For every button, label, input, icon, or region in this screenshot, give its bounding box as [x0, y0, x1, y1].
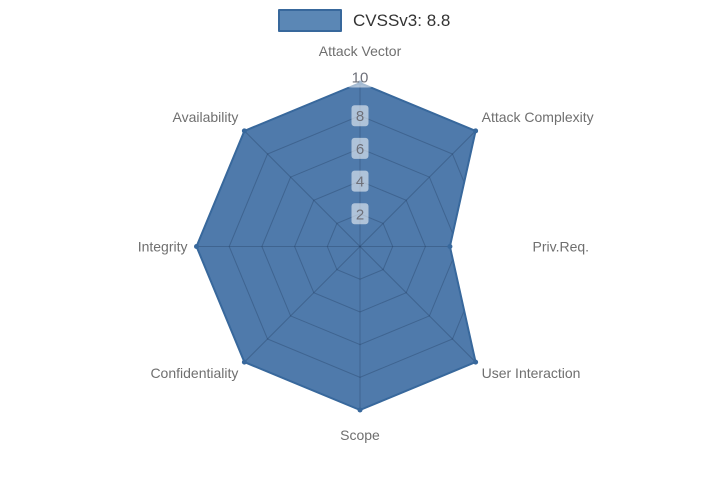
grid-spoke — [359, 130, 476, 247]
radial-tick-bg — [351, 105, 369, 127]
axis-label-priv-req: Priv.Req. — [533, 239, 590, 255]
series-point-scope — [357, 407, 363, 413]
radial-tick-label: 10 — [352, 70, 369, 87]
legend-item-cvssv3[interactable]: CVSSv3: 8.8 — [278, 9, 450, 32]
radial-tick-2: 2 — [351, 203, 369, 225]
radial-tick-4: 4 — [351, 170, 369, 192]
series-point-availability — [241, 128, 247, 134]
series-point-attack-complexity — [473, 128, 479, 134]
radial-tick-bg — [347, 66, 373, 88]
radial-tick-label: 6 — [356, 141, 364, 158]
legend-swatch — [278, 9, 342, 32]
axis-label-user-interaction: User Interaction — [482, 365, 581, 381]
grid-spoke — [359, 246, 476, 363]
series-point-user-interaction — [473, 359, 479, 365]
radial-tick-6: 6 — [351, 137, 369, 159]
legend-label: CVSSv3: 8.8 — [353, 11, 451, 30]
grid-ring — [294, 180, 426, 313]
grid-ring — [261, 147, 459, 346]
radial-tick-label: 4 — [356, 174, 364, 191]
grid-spoke — [244, 246, 361, 363]
grid-spoke — [244, 130, 361, 247]
axis-label-attack-vector: Attack Vector — [319, 43, 402, 59]
axis-label-scope: Scope — [340, 427, 380, 443]
grid-ring — [326, 213, 394, 280]
radial-tick-bg — [351, 170, 369, 192]
axis-label-confidentiality: Confidentiality — [150, 365, 238, 381]
radial-tick-10: 10 — [347, 66, 373, 88]
axis-label-integrity: Integrity — [138, 239, 188, 255]
axis-label-attack-complexity: Attack Complexity — [482, 109, 594, 125]
radial-tick-8: 8 — [351, 105, 369, 127]
radial-tick-label: 2 — [356, 206, 364, 223]
radial-tick-label: 8 — [356, 108, 364, 125]
series-area — [196, 83, 476, 410]
series-point-confidentiality — [241, 359, 247, 365]
radial-tick-bg — [351, 203, 369, 225]
axis-label-availability: Availability — [172, 109, 238, 125]
series-point-integrity — [194, 244, 199, 249]
series-point-priv-req — [447, 244, 453, 249]
radial-tick-bg — [351, 137, 369, 159]
